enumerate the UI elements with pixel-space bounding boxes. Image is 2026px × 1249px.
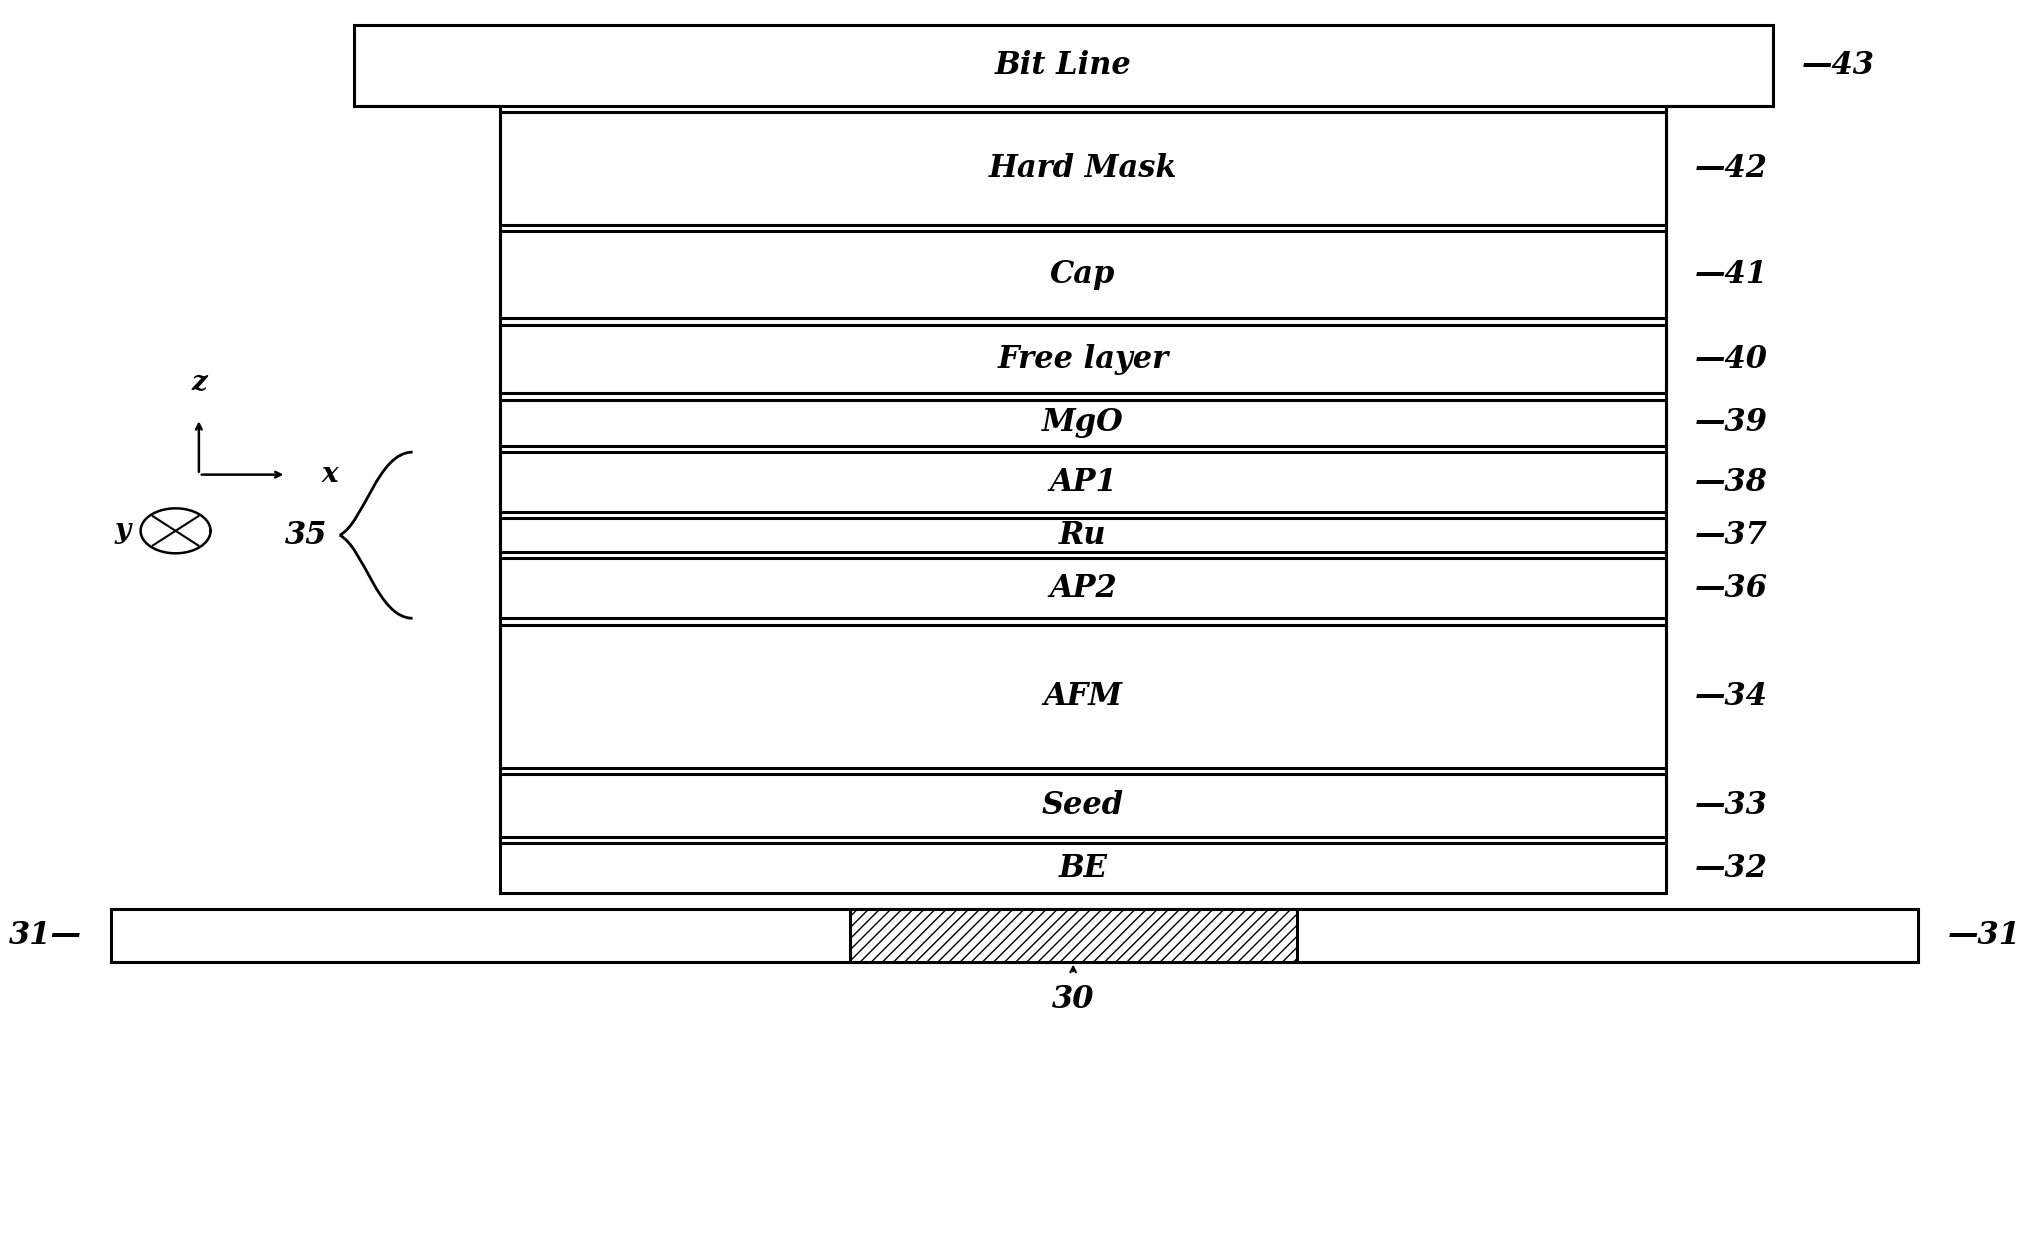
Text: —31: —31 xyxy=(1947,921,2020,950)
Bar xyxy=(111,909,1919,962)
Text: Seed: Seed xyxy=(1041,791,1124,821)
Text: —38: —38 xyxy=(1696,467,1769,497)
Bar xyxy=(500,325,1665,393)
Text: 31—: 31— xyxy=(10,921,83,950)
Text: —43: —43 xyxy=(1801,50,1874,81)
Bar xyxy=(500,624,1665,768)
Bar xyxy=(500,518,1665,552)
Text: y: y xyxy=(115,517,132,545)
Bar xyxy=(500,843,1665,893)
Text: Free layer: Free layer xyxy=(997,343,1169,375)
Text: Hard Mask: Hard Mask xyxy=(989,154,1177,184)
Text: AFM: AFM xyxy=(1043,681,1122,712)
Bar xyxy=(500,112,1665,225)
Text: 30: 30 xyxy=(1051,984,1094,1014)
Text: —41: —41 xyxy=(1696,260,1769,290)
Text: BE: BE xyxy=(1058,853,1108,883)
Text: AP2: AP2 xyxy=(1049,573,1116,603)
Bar xyxy=(500,400,1665,446)
Text: 35: 35 xyxy=(284,520,326,551)
Text: —33: —33 xyxy=(1696,791,1769,821)
Text: Bit Line: Bit Line xyxy=(995,50,1133,81)
Bar xyxy=(500,231,1665,318)
Bar xyxy=(500,774,1665,837)
Text: —42: —42 xyxy=(1696,154,1769,184)
Text: —36: —36 xyxy=(1696,573,1769,603)
Text: MgO: MgO xyxy=(1041,407,1124,438)
Text: x: x xyxy=(322,461,338,488)
Text: Cap: Cap xyxy=(1049,260,1116,290)
Text: —40: —40 xyxy=(1696,343,1769,375)
Text: Ru: Ru xyxy=(1060,520,1106,551)
Bar xyxy=(500,452,1665,512)
Bar xyxy=(849,909,1297,962)
Text: —39: —39 xyxy=(1696,407,1769,438)
Text: —37: —37 xyxy=(1696,520,1769,551)
Text: AP1: AP1 xyxy=(1049,467,1116,497)
Text: —34: —34 xyxy=(1696,681,1769,712)
Bar xyxy=(355,25,1773,106)
Text: z: z xyxy=(190,368,207,396)
Bar xyxy=(500,558,1665,618)
Text: —32: —32 xyxy=(1696,853,1769,883)
